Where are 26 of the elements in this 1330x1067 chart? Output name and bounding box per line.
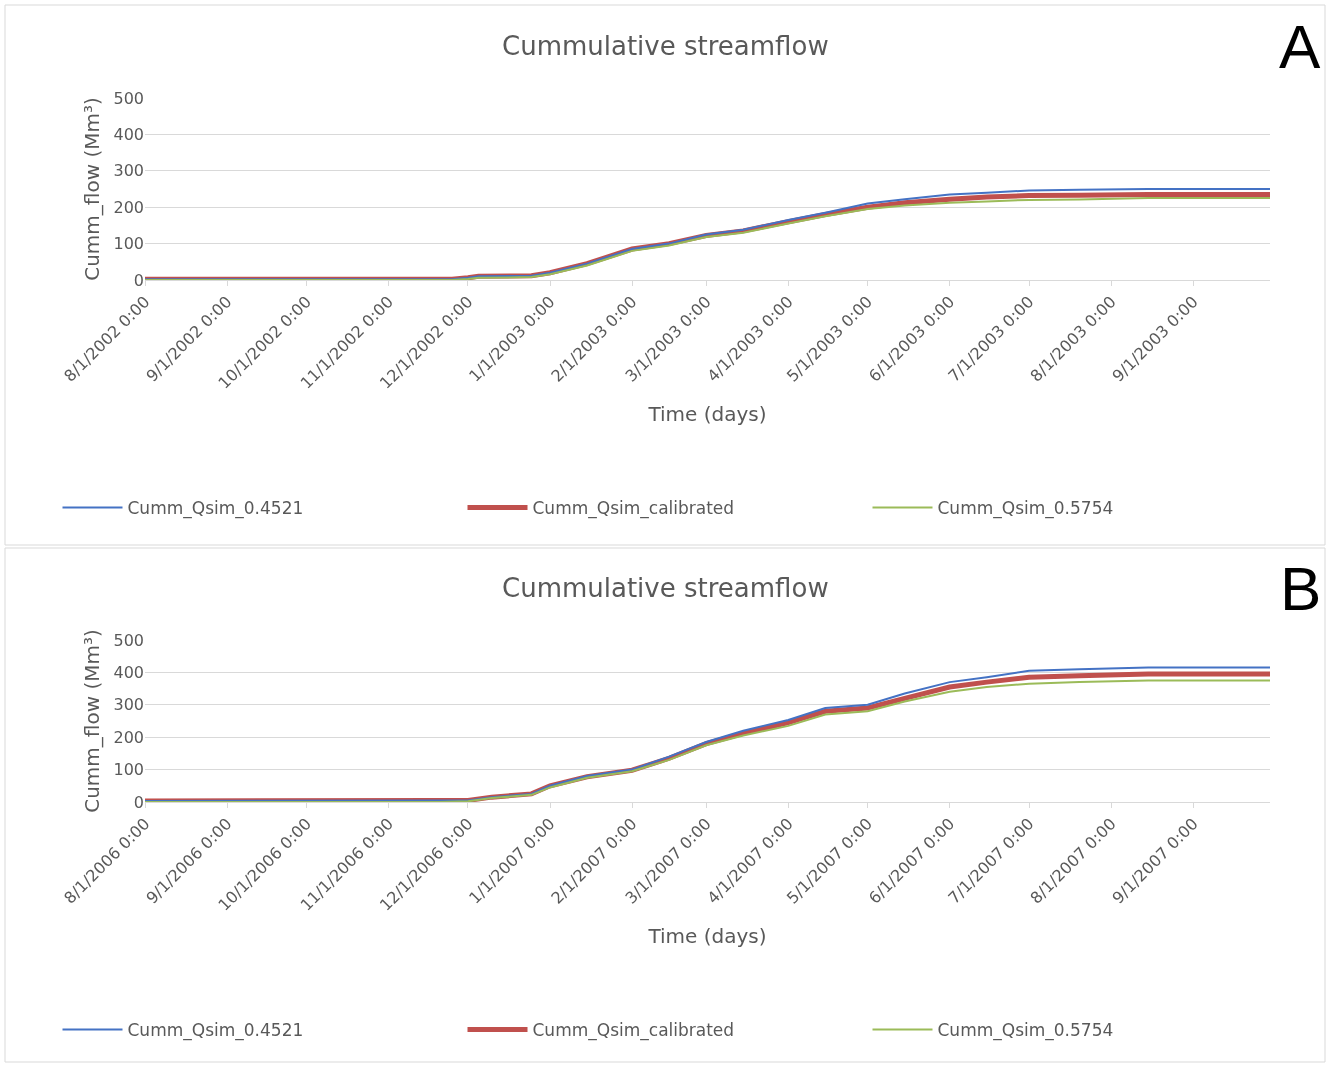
legend-label: Cumm_Qsim_calibrated [532,1020,735,1042]
y-tick-label: 400 [113,663,144,682]
y-tick-label: 200 [113,197,144,217]
chart-title: Cummulative streamflow [502,31,829,61]
legend-label: Cumm_Qsim_0.5754 [937,498,1114,520]
y-tick-label: 100 [113,234,144,254]
chart-title: Cummulative streamflow [502,573,829,603]
legend-label: Cumm_Qsim_calibrated [532,498,735,520]
y-tick-label: 500 [113,630,144,650]
text: A [1279,12,1321,81]
y-tick-label: 100 [113,760,144,780]
y-tick-label: 500 [113,88,144,108]
legend-label: Cumm_Qsim_0.4521 [127,1020,304,1042]
y-tick-label: 0 [133,270,144,290]
x-axis-title: Time (days) [647,402,767,427]
y-tick-label: 0 [133,792,144,812]
y-axis-title: Cumm_flow (Mm³) [79,629,104,813]
x-axis-title: Time (days) [647,924,767,949]
y-tick-label: 200 [113,727,144,747]
legend-label: Cumm_Qsim_0.4521 [127,498,304,520]
y-tick-label: 300 [113,161,144,181]
text: B [1280,554,1322,623]
y-tick-label: 400 [113,125,144,144]
y-axis-title: Cumm_flow (Mm³) [79,97,104,281]
y-tick-label: 300 [113,695,144,715]
legend-label: Cumm_Qsim_0.5754 [937,1020,1114,1042]
